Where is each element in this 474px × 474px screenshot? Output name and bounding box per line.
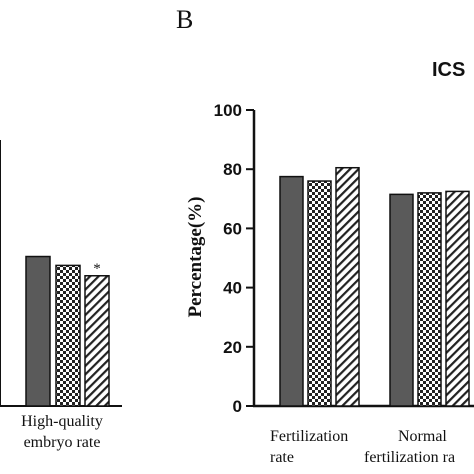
y-tick-label: 0 <box>233 397 242 416</box>
x-category-label: High-quality <box>21 413 103 430</box>
y-axis-label: Percentage(%) <box>185 197 206 318</box>
x-category-label: rate <box>270 449 294 466</box>
bar-left-series-2 <box>55 264 81 407</box>
bar-right-series-1 <box>389 193 414 407</box>
bar-left-series-3 <box>84 275 110 407</box>
chart-title: ICS <box>432 59 465 81</box>
panel-letter: B <box>176 5 193 34</box>
significance-marker: * <box>93 261 101 277</box>
x-category-label: fertilization ra <box>364 449 455 466</box>
y-tick-label: 100 <box>214 101 242 120</box>
bar-right-series-3 <box>445 190 470 407</box>
x-category-label: embryo rate <box>24 434 101 451</box>
bar-right-series-3 <box>335 166 360 407</box>
y-tick-label: 40 <box>223 279 242 298</box>
bar-right-series-2 <box>307 180 332 407</box>
y-tick-label: 20 <box>223 338 242 357</box>
y-tick-label: 60 <box>223 219 242 238</box>
y-tick-label: 80 <box>223 160 242 179</box>
x-category-label: Normal <box>398 428 447 445</box>
x-category-label: Fertilization <box>270 428 348 445</box>
bar-left-series-1 <box>25 255 51 407</box>
bar-right-series-2 <box>417 192 442 407</box>
bar-right-series-1 <box>279 175 304 407</box>
